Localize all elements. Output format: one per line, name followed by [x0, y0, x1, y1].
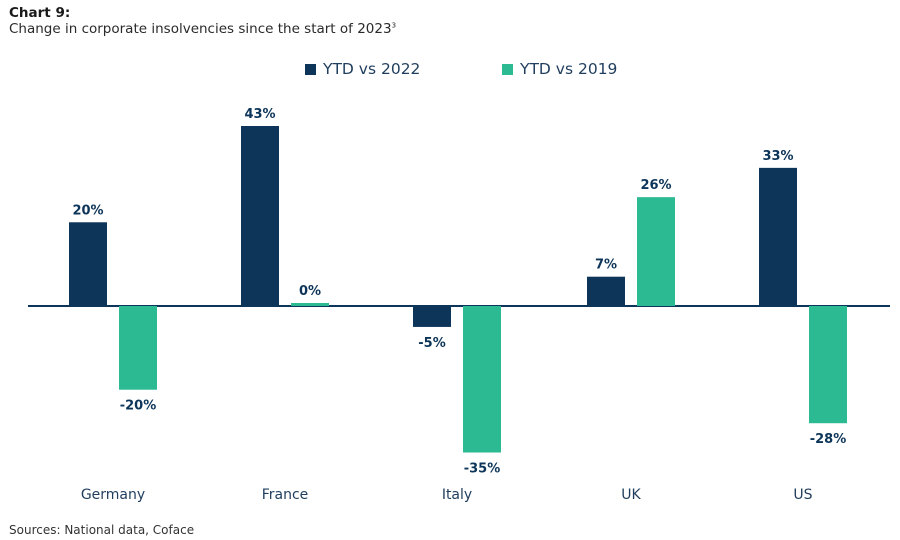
data-label-us-series-2: -28%: [810, 432, 847, 447]
bar-us-series-1: [759, 167, 797, 306]
bar-france-series-1: [241, 126, 279, 306]
category-label-us: US: [793, 487, 812, 503]
legend-swatch-ytd-vs-2022: [305, 63, 316, 75]
data-label-uk-series-2: 26%: [640, 178, 671, 193]
data-label-france-series-2: 0%: [299, 284, 321, 299]
data-label-germany-series-1: 20%: [72, 203, 103, 218]
data-label-us-series-1: 33%: [762, 149, 793, 164]
bar-uk-series-2: [637, 197, 675, 306]
chart-title: Chart 9:: [9, 5, 71, 21]
legend-label-ytd-vs-2019: YTD vs 2019: [520, 60, 618, 78]
bar-italy-series-2: [463, 306, 501, 453]
legend-label-ytd-vs-2022: YTD vs 2022: [323, 60, 421, 78]
chart-subtitle-text: Change in corporate insolvencies since t…: [9, 21, 392, 37]
chart-legend: YTD vs 2022 YTD vs 2019: [0, 60, 900, 82]
data-label-germany-series-2: -20%: [120, 399, 157, 414]
data-label-france-series-1: 43%: [244, 107, 275, 122]
category-label-italy: Italy: [442, 487, 472, 503]
bar-germany-series-1: [69, 222, 107, 306]
footnote-marker: 3: [391, 21, 397, 30]
bar-france-series-2: [291, 303, 329, 306]
chart-subtitle: Change in corporate insolvencies since t…: [9, 21, 396, 37]
data-label-italy-series-2: -35%: [464, 462, 501, 477]
category-label-france: France: [262, 487, 309, 503]
bar-italy-series-1: [413, 306, 451, 327]
bar-uk-series-1: [587, 276, 625, 306]
legend-item-ytd-vs-2019: YTD vs 2019: [502, 60, 617, 78]
source-note: Sources: National data, Coface: [9, 523, 195, 537]
legend-item-ytd-vs-2022: YTD vs 2022: [305, 60, 420, 78]
data-label-uk-series-1: 7%: [595, 258, 617, 273]
bar-germany-series-2: [119, 306, 157, 390]
bar-us-series-2: [809, 306, 847, 424]
category-label-germany: Germany: [81, 487, 145, 503]
legend-swatch-ytd-vs-2019: [502, 63, 513, 75]
category-label-uk: UK: [621, 487, 641, 503]
data-label-italy-series-1: -5%: [418, 336, 445, 351]
